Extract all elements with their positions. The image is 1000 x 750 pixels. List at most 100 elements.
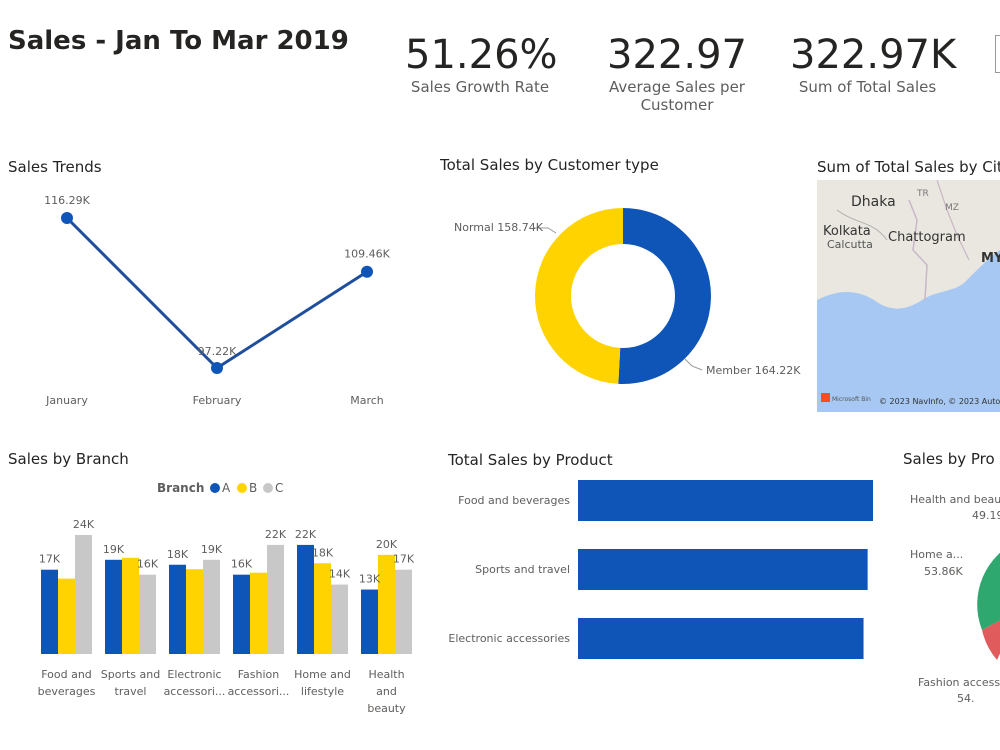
product-y-tick: Electronic accessories <box>448 632 570 645</box>
branch-bar[interactable] <box>169 564 186 654</box>
pie-slice-home <box>977 552 1000 630</box>
branch-data-label: 17K <box>39 553 61 566</box>
pie-value-health: 49.19 <box>972 509 1000 522</box>
kpi-label: Sum of Total Sales <box>798 78 937 96</box>
branch-data-label: 16K <box>137 558 159 571</box>
branch-bar[interactable] <box>75 535 92 654</box>
branch-x-tick: beverages <box>38 685 96 698</box>
branch-bar[interactable] <box>250 572 267 654</box>
branch-x-tick: Health <box>368 668 404 681</box>
total-sales-by-product-chart: Food and beverages Sports and travel Elect… <box>448 480 873 659</box>
legend-label-a: A <box>222 481 231 495</box>
branch-bar[interactable] <box>41 569 58 654</box>
sales-by-branch-chart: Branch A B C 17K 24K 19K 16K 18K 19K 16K 22K 22K… <box>38 481 415 715</box>
legend-swatch-b <box>237 483 247 493</box>
branch-bar[interactable] <box>297 544 314 654</box>
data-label-normal: Normal 158.74K <box>454 221 544 234</box>
branch-bar[interactable] <box>105 559 122 654</box>
panel-title-city: Sum of Total Sales by Cit <box>817 158 1000 176</box>
branch-data-label: 24K <box>73 518 95 531</box>
branch-bar[interactable] <box>267 544 284 654</box>
branch-data-label: 14K <box>329 568 351 581</box>
page-title: Sales - Jan To Mar 2019 <box>8 26 349 56</box>
branch-x-tick: accessori... <box>164 685 226 698</box>
branch-bar[interactable] <box>395 569 412 654</box>
branch-bar[interactable] <box>58 578 75 654</box>
map-label-chattogram: Chattogram <box>888 230 966 245</box>
map-label-dhaka: Dhaka <box>851 194 896 210</box>
map-label-mz: MZ <box>945 203 959 213</box>
trend-x-tick: March <box>350 394 384 407</box>
kpi-value: 322.97 <box>607 32 747 78</box>
product-y-tick: Sports and travel <box>475 563 570 576</box>
branch-data-label: 22K <box>295 528 317 541</box>
panel-title-customer-type: Total Sales by Customer type <box>440 156 659 174</box>
leader-member <box>684 358 703 371</box>
bay-of-bengal <box>817 250 1000 412</box>
product-bar[interactable] <box>578 480 873 521</box>
branch-bar[interactable] <box>314 563 331 654</box>
branch-x-tick: and <box>376 685 397 698</box>
branch-data-label: 19K <box>103 543 125 556</box>
donut-hole <box>571 244 675 348</box>
trend-point[interactable] <box>61 212 73 224</box>
trend-x-tick: February <box>193 394 242 407</box>
trend-data-label: 116.29K <box>44 194 90 207</box>
branch-x-tick: Home and <box>294 668 351 681</box>
map-canvas: Dhaka Kolkata Calcutta Chattogram TR MZ … <box>817 180 1000 412</box>
legend-title: Branch <box>157 481 204 495</box>
pie-value-fashion: 54. <box>957 692 975 705</box>
pie-slice-fashion <box>982 620 1000 660</box>
branch-bar[interactable] <box>122 557 139 654</box>
leader-normal <box>534 227 557 234</box>
branch-x-tick: Fashion <box>238 668 280 681</box>
product-bar[interactable] <box>578 618 864 659</box>
panel-title-branch: Sales by Branch <box>8 450 129 468</box>
branch-x-tick: travel <box>115 685 147 698</box>
branch-x-tick: lifestyle <box>301 685 344 698</box>
pie-label-fashion: Fashion accesso <box>918 676 1000 689</box>
trend-x-tick: January <box>45 394 88 407</box>
branch-data-label: 16K <box>231 558 253 571</box>
trend-point[interactable] <box>361 265 373 278</box>
slicer-edge[interactable] <box>995 35 1000 73</box>
border-line <box>908 199 928 301</box>
branch-x-tick: beauty <box>367 702 406 715</box>
branch-data-label: 18K <box>312 546 334 559</box>
trend-data-label: 97.22K <box>198 345 237 358</box>
river-line <box>836 209 888 241</box>
branch-bar[interactable] <box>378 554 395 654</box>
branch-data-label: 13K <box>359 573 381 586</box>
kpi-value: 322.97K <box>790 32 957 78</box>
branch-bar[interactable] <box>139 574 156 654</box>
kpi-value: 51.26% <box>405 32 558 78</box>
map-label-tr: TR <box>916 189 929 199</box>
pie-label-home: Home a... <box>910 548 963 561</box>
branch-bar[interactable] <box>233 574 250 654</box>
branch-data-label: 20K <box>376 538 398 551</box>
kpi-label: Average Sales per Customer <box>609 78 745 114</box>
trend-data-label: 109.46K <box>344 248 390 261</box>
data-label-member: Member 164.22K <box>706 364 801 377</box>
map-label-kolkata: Kolkata <box>823 224 871 239</box>
branch-bar[interactable] <box>186 569 203 654</box>
border-line-2 <box>936 180 970 261</box>
city-map[interactable]: Dhaka Kolkata Calcutta Chattogram TR MZ … <box>817 180 1000 412</box>
product-bar[interactable] <box>578 549 868 590</box>
pie-value-home: 53.86K <box>924 565 963 578</box>
customer-type-donut: Normal 158.74K Member 164.22K <box>454 208 801 384</box>
product-y-tick: Food and beverages <box>458 494 570 507</box>
map-brand: Microsoft Bin <box>832 396 871 403</box>
panel-title-product-pie: Sales by Pro <box>903 450 995 468</box>
bing-logo-icon <box>821 393 830 402</box>
trend-point[interactable] <box>211 362 223 374</box>
sales-trends-chart: 116.29K 97.22K 109.46K January February Marc… <box>44 194 390 407</box>
branch-bar[interactable] <box>203 559 220 654</box>
panel-title-product: Total Sales by Product <box>448 451 613 469</box>
legend-swatch-a <box>210 483 220 493</box>
branch-x-tick: Electronic <box>167 668 221 681</box>
branch-bar[interactable] <box>331 584 348 654</box>
branch-legend: Branch A B C <box>157 481 283 495</box>
branch-bar[interactable] <box>361 589 378 654</box>
legend-swatch-c <box>263 483 273 493</box>
